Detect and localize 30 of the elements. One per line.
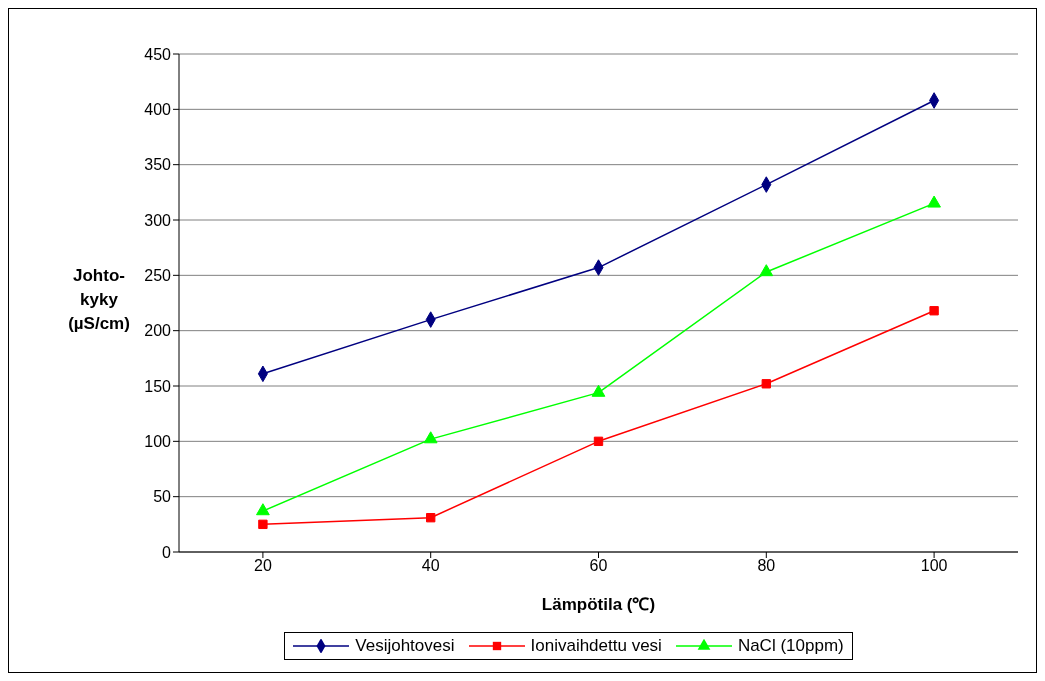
- y-tick-label: 250: [144, 267, 172, 285]
- y-tick-label: 200: [144, 322, 172, 340]
- y-tick-label: 100: [144, 433, 172, 451]
- x-tick-label: 100: [920, 557, 948, 575]
- y-tick-label: 450: [144, 45, 172, 63]
- point: [426, 513, 436, 523]
- legend-label: Ionivaihdettu vesi: [530, 636, 662, 656]
- point: [929, 306, 939, 316]
- point: [258, 519, 268, 530]
- point: [591, 384, 606, 397]
- y-tick-label: 0: [162, 543, 172, 561]
- y-tick-label: 50: [153, 488, 172, 506]
- point: [761, 379, 771, 389]
- y-tick-label: 300: [144, 211, 172, 229]
- x-tick-label: 80: [757, 557, 776, 575]
- x-tick-label: 60: [589, 557, 608, 575]
- point: [593, 436, 604, 447]
- point: [927, 195, 941, 208]
- x-axis-title: Lämpötila (℃): [541, 595, 656, 614]
- legend-label: Vesijohtovesi: [355, 636, 455, 656]
- y-tick-label: 400: [144, 101, 172, 119]
- point: [423, 431, 438, 444]
- y-tick-label: 350: [144, 156, 172, 174]
- x-tick-label: 20: [254, 557, 272, 575]
- legend-label: NaCl (10ppm): [737, 636, 844, 656]
- point: [256, 503, 270, 516]
- point: [759, 264, 774, 277]
- y-axis-title: Johto- kyky (µS/cm): [68, 266, 130, 333]
- x-tick-label: 40: [421, 557, 440, 575]
- y-tick-label: 150: [144, 377, 172, 395]
